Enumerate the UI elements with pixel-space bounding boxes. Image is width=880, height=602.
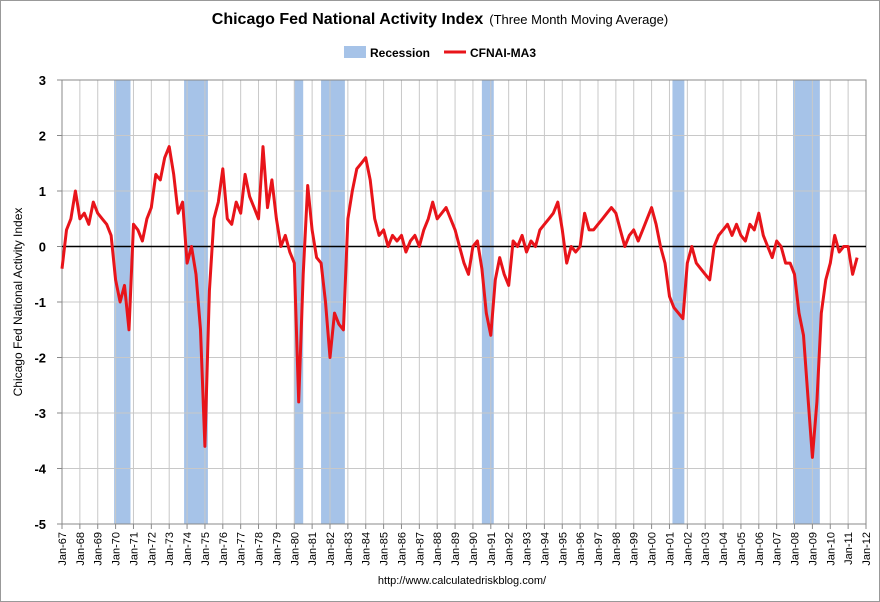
x-tick-label: Jan-87 — [414, 532, 426, 566]
x-tick-label: Jan-07 — [772, 532, 784, 566]
x-tick-label: Jan-02 — [682, 532, 694, 566]
y-tick-label: -3 — [34, 406, 46, 421]
chart-subtitle: (Three Month Moving Average) — [489, 12, 668, 27]
y-tick-label: 3 — [39, 73, 46, 88]
x-tick-label: Jan-98 — [611, 532, 623, 566]
x-tick-label: Jan-76 — [218, 532, 230, 566]
x-tick-label: Jan-74 — [182, 532, 194, 566]
x-tick-label: Jan-11 — [843, 532, 855, 565]
x-tick-label: Jan-82 — [325, 532, 337, 566]
y-axis-label: Chicago Fed National Activity Index — [11, 208, 25, 397]
x-tick-label: Jan-00 — [647, 532, 659, 566]
y-tick-label: -1 — [34, 295, 46, 310]
x-tick-label: Jan-95 — [557, 532, 569, 566]
x-tick-label: Jan-12 — [861, 532, 873, 566]
x-tick-label: Jan-97 — [593, 532, 605, 566]
x-tick-label: Jan-72 — [146, 532, 158, 566]
y-tick-label: -2 — [34, 351, 46, 366]
x-tick-label: Jan-05 — [736, 532, 748, 566]
x-tick-label: Jan-80 — [289, 532, 301, 566]
x-tick-label: Jan-67 — [57, 532, 69, 566]
x-tick-label: Jan-71 — [128, 532, 140, 566]
source: http://www.calculatedriskblog.com/ — [378, 575, 547, 587]
x-tick-label: Jan-91 — [486, 532, 498, 566]
x-tick-label: Jan-86 — [396, 532, 408, 566]
x-tick-label: Jan-93 — [522, 532, 534, 566]
x-tick-label: Jan-10 — [825, 532, 837, 566]
x-tick-label: Jan-68 — [75, 532, 87, 566]
x-tick-label: Jan-99 — [629, 532, 641, 566]
x-tick-label: Jan-77 — [236, 532, 248, 566]
legend-label: CFNAI-MA3 — [470, 46, 536, 60]
x-tick-label: Jan-85 — [379, 532, 391, 566]
x-tick-label: Jan-78 — [254, 532, 266, 566]
x-tick-label: Jan-75 — [200, 532, 212, 566]
y-tick-label: -4 — [34, 462, 46, 477]
x-tick-label: Jan-08 — [790, 532, 802, 566]
y-tick-label: 1 — [39, 184, 46, 199]
x-tick-label: Jan-04 — [718, 532, 730, 566]
series-line — [60, 145, 859, 459]
legend: Recession CFNAI-MA3 — [343, 46, 536, 60]
x-tick-label: Jan-73 — [164, 532, 176, 566]
y-tick-label: -5 — [34, 517, 46, 532]
x-tick-label: Jan-84 — [361, 532, 373, 566]
x-tick-label: Jan-96 — [575, 532, 587, 566]
x-tick-label: Jan-92 — [504, 532, 516, 566]
chart-title: Chicago Fed National Activity Index — [212, 11, 484, 28]
x-tick-label: Jan-88 — [432, 532, 444, 566]
legend-label: Recession — [370, 46, 430, 60]
x-tick-label: Jan-83 — [343, 532, 355, 566]
x-tick-label: Jan-01 — [664, 532, 676, 566]
x-tick-label: Jan-06 — [754, 532, 766, 566]
x-tick-label: Jan-69 — [93, 532, 105, 566]
legend-swatch — [343, 46, 366, 58]
plot-frame — [61, 79, 867, 525]
x-tick-label: Jan-90 — [468, 532, 480, 566]
x-tick-label: Jan-03 — [700, 532, 712, 566]
x-tick-label: Jan-09 — [807, 532, 819, 566]
y-tick-label: 2 — [39, 129, 46, 144]
x-tick-label: Jan-79 — [271, 532, 283, 566]
x-tick-label: Jan-70 — [111, 532, 123, 566]
x-tick-label: Jan-81 — [307, 532, 319, 566]
x-tick-label: Jan-89 — [450, 532, 462, 566]
x-tick-label: Jan-94 — [539, 532, 551, 566]
y-tick-label: 0 — [39, 240, 46, 255]
